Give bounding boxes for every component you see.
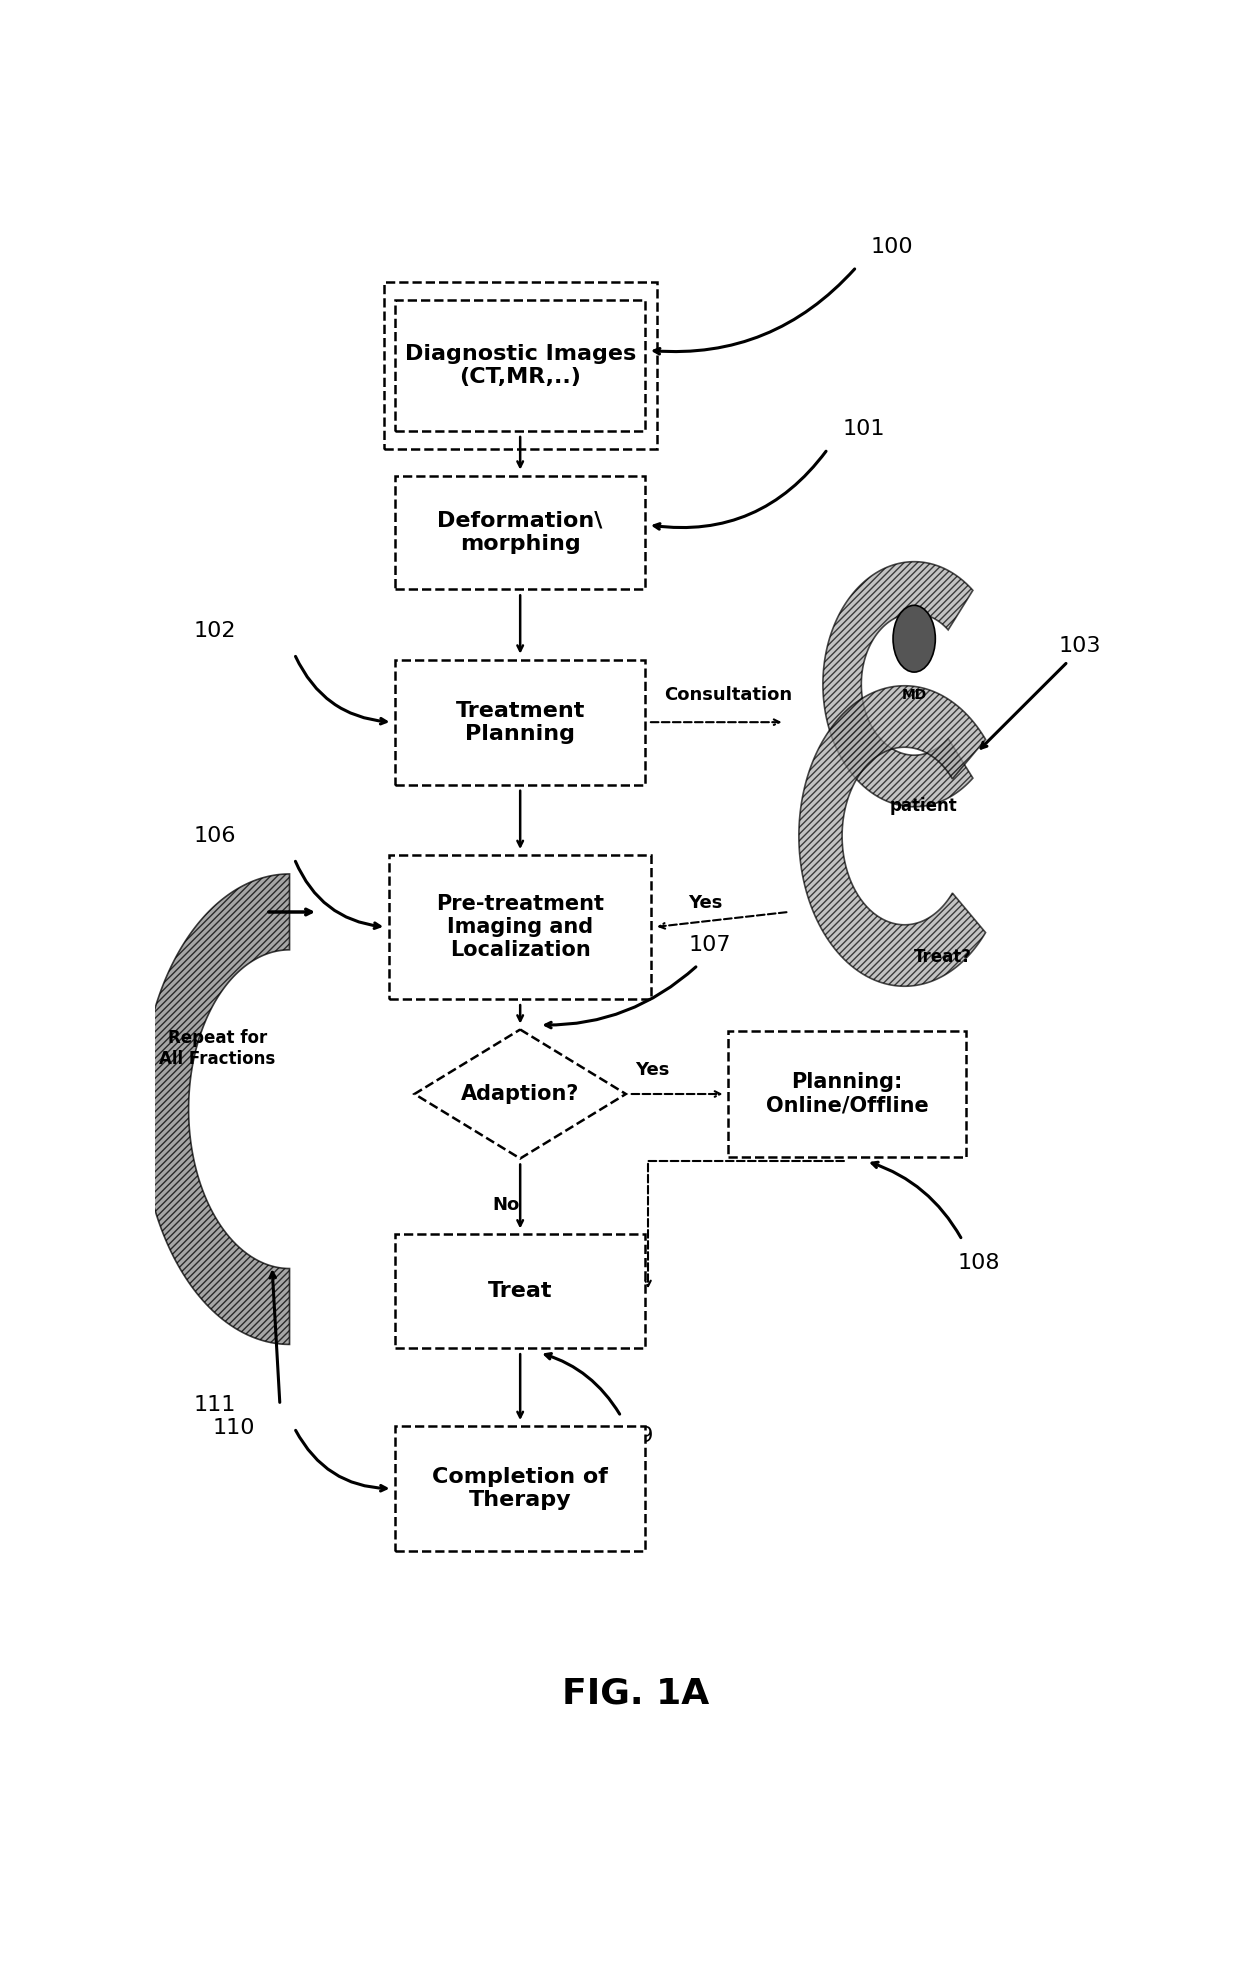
FancyBboxPatch shape bbox=[396, 300, 645, 432]
Text: Yes: Yes bbox=[688, 895, 723, 913]
Text: 102: 102 bbox=[193, 621, 236, 641]
Text: 110: 110 bbox=[213, 1417, 255, 1439]
FancyBboxPatch shape bbox=[396, 1234, 645, 1348]
Polygon shape bbox=[823, 562, 973, 806]
Text: Yes: Yes bbox=[635, 1060, 670, 1078]
Text: patient: patient bbox=[890, 796, 957, 814]
Polygon shape bbox=[799, 686, 986, 986]
Text: Diagnostic Images
(CT,MR,..): Diagnostic Images (CT,MR,..) bbox=[404, 343, 636, 386]
Text: FIG. 1A: FIG. 1A bbox=[562, 1677, 709, 1711]
Text: Treat: Treat bbox=[487, 1281, 553, 1301]
Text: MD: MD bbox=[901, 688, 926, 702]
Text: 101: 101 bbox=[842, 420, 884, 440]
FancyBboxPatch shape bbox=[396, 475, 645, 589]
Text: 108: 108 bbox=[957, 1254, 999, 1273]
Text: 107: 107 bbox=[688, 936, 730, 956]
FancyBboxPatch shape bbox=[728, 1031, 966, 1157]
Text: No: No bbox=[492, 1196, 520, 1214]
FancyBboxPatch shape bbox=[383, 282, 657, 449]
FancyBboxPatch shape bbox=[396, 660, 645, 784]
Circle shape bbox=[893, 605, 935, 672]
Text: Treatment
Planning: Treatment Planning bbox=[455, 700, 585, 743]
Text: Deformation\
morphing: Deformation\ morphing bbox=[438, 510, 603, 554]
FancyBboxPatch shape bbox=[389, 855, 651, 999]
Text: Planning:
Online/Offline: Planning: Online/Offline bbox=[765, 1072, 929, 1116]
Text: Completion of
Therapy: Completion of Therapy bbox=[433, 1466, 608, 1510]
Polygon shape bbox=[140, 873, 290, 1344]
Text: Adaption?: Adaption? bbox=[461, 1084, 579, 1104]
FancyBboxPatch shape bbox=[396, 1425, 645, 1551]
Text: Consultation: Consultation bbox=[665, 686, 792, 704]
Text: Pre-treatment
Imaging and
Localization: Pre-treatment Imaging and Localization bbox=[436, 895, 604, 960]
Polygon shape bbox=[414, 1029, 626, 1159]
Text: Treat?: Treat? bbox=[914, 948, 972, 966]
Text: Repeat for
All Fractions: Repeat for All Fractions bbox=[159, 1029, 275, 1068]
Text: 103: 103 bbox=[1058, 637, 1101, 656]
Text: 100: 100 bbox=[870, 237, 914, 256]
Text: 109: 109 bbox=[611, 1427, 653, 1447]
Text: 106: 106 bbox=[193, 826, 236, 846]
Text: 111: 111 bbox=[193, 1395, 236, 1415]
